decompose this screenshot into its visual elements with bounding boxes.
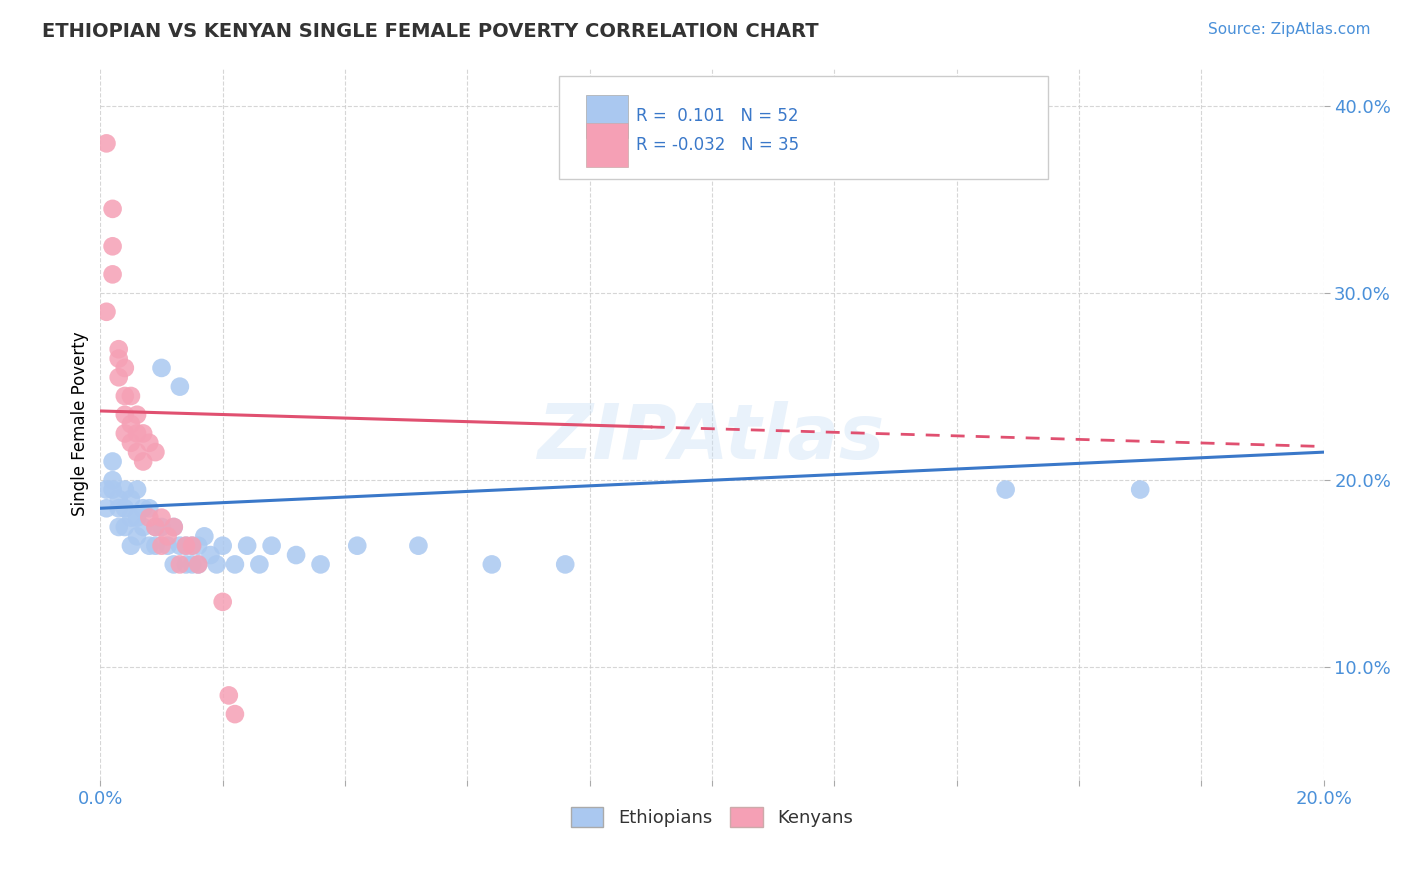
Point bbox=[138, 510, 160, 524]
Point bbox=[132, 426, 155, 441]
Point bbox=[994, 483, 1017, 497]
Point bbox=[169, 379, 191, 393]
Point bbox=[145, 520, 167, 534]
Point bbox=[96, 501, 118, 516]
Point bbox=[193, 529, 215, 543]
Point bbox=[150, 520, 173, 534]
Point bbox=[114, 360, 136, 375]
Text: ETHIOPIAN VS KENYAN SINGLE FEMALE POVERTY CORRELATION CHART: ETHIOPIAN VS KENYAN SINGLE FEMALE POVERT… bbox=[42, 22, 818, 41]
Point bbox=[187, 539, 209, 553]
Point bbox=[408, 539, 430, 553]
Point bbox=[554, 558, 576, 572]
Point bbox=[120, 389, 142, 403]
Text: R =  0.101   N = 52: R = 0.101 N = 52 bbox=[636, 107, 799, 125]
Point bbox=[132, 520, 155, 534]
Point bbox=[114, 426, 136, 441]
Point bbox=[145, 539, 167, 553]
Point bbox=[96, 136, 118, 151]
Point bbox=[174, 539, 197, 553]
Point bbox=[107, 370, 129, 384]
Point bbox=[150, 510, 173, 524]
Point bbox=[174, 539, 197, 553]
Point bbox=[156, 539, 179, 553]
Point bbox=[96, 483, 118, 497]
Point bbox=[107, 501, 129, 516]
Point bbox=[163, 520, 186, 534]
Point bbox=[150, 539, 173, 553]
Point bbox=[114, 501, 136, 516]
Point bbox=[224, 707, 246, 722]
Point bbox=[125, 445, 148, 459]
Point bbox=[150, 360, 173, 375]
Point bbox=[145, 445, 167, 459]
Point bbox=[138, 501, 160, 516]
Point bbox=[236, 539, 259, 553]
Y-axis label: Single Female Poverty: Single Female Poverty bbox=[72, 332, 89, 516]
Point bbox=[169, 539, 191, 553]
Point bbox=[125, 529, 148, 543]
Point bbox=[174, 558, 197, 572]
Point bbox=[107, 342, 129, 356]
Point bbox=[187, 558, 209, 572]
Point bbox=[205, 558, 228, 572]
Point bbox=[120, 435, 142, 450]
Point bbox=[96, 305, 118, 319]
Point bbox=[107, 351, 129, 366]
Point bbox=[101, 454, 124, 468]
Point bbox=[132, 501, 155, 516]
Point bbox=[163, 520, 186, 534]
Point bbox=[187, 558, 209, 572]
Point bbox=[145, 520, 167, 534]
Point bbox=[181, 558, 204, 572]
Point bbox=[101, 202, 124, 216]
Point bbox=[125, 408, 148, 422]
Point bbox=[114, 389, 136, 403]
Point bbox=[125, 483, 148, 497]
Text: ZIPAtlas: ZIPAtlas bbox=[538, 401, 886, 475]
Point bbox=[346, 539, 368, 553]
Point bbox=[114, 408, 136, 422]
Text: Source: ZipAtlas.com: Source: ZipAtlas.com bbox=[1208, 22, 1371, 37]
Point bbox=[138, 435, 160, 450]
Point bbox=[181, 539, 204, 553]
FancyBboxPatch shape bbox=[586, 95, 627, 138]
Point bbox=[120, 417, 142, 431]
Point bbox=[101, 483, 124, 497]
Point bbox=[169, 558, 191, 572]
Point bbox=[120, 510, 142, 524]
Text: R = -0.032   N = 35: R = -0.032 N = 35 bbox=[636, 136, 799, 153]
Point bbox=[120, 491, 142, 506]
Point bbox=[285, 548, 308, 562]
FancyBboxPatch shape bbox=[586, 123, 627, 167]
Point bbox=[101, 473, 124, 487]
Point bbox=[181, 539, 204, 553]
Point bbox=[132, 454, 155, 468]
Point bbox=[138, 539, 160, 553]
Point bbox=[224, 558, 246, 572]
Point bbox=[120, 539, 142, 553]
Point bbox=[101, 239, 124, 253]
Point bbox=[156, 529, 179, 543]
Point bbox=[218, 689, 240, 703]
Point bbox=[163, 558, 186, 572]
Point bbox=[101, 268, 124, 282]
Point bbox=[309, 558, 332, 572]
Point bbox=[107, 520, 129, 534]
Point bbox=[125, 426, 148, 441]
Point bbox=[107, 491, 129, 506]
Point bbox=[211, 595, 233, 609]
Legend: Ethiopians, Kenyans: Ethiopians, Kenyans bbox=[564, 799, 860, 835]
Point bbox=[247, 558, 270, 572]
Point bbox=[260, 539, 283, 553]
Point bbox=[125, 510, 148, 524]
Point bbox=[114, 483, 136, 497]
FancyBboxPatch shape bbox=[560, 76, 1049, 178]
Point bbox=[114, 520, 136, 534]
Point bbox=[200, 548, 222, 562]
Point bbox=[1129, 483, 1152, 497]
Point bbox=[481, 558, 503, 572]
Point bbox=[211, 539, 233, 553]
